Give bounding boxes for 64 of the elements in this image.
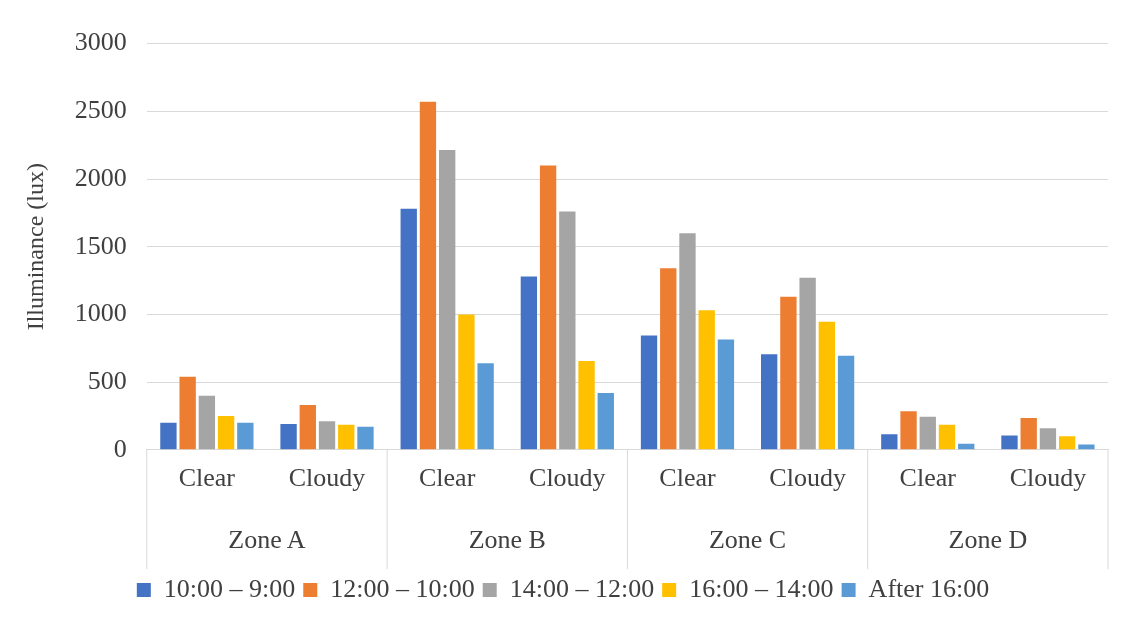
bar: [539, 165, 557, 450]
y-tick-label: 1000: [74, 298, 127, 328]
bar: [237, 422, 254, 450]
y-tick-label: 0: [113, 433, 127, 463]
y-tick-label: 2500: [74, 95, 127, 125]
bar: [559, 211, 576, 450]
bar: [938, 424, 956, 450]
x-tick-label: Clear: [419, 463, 476, 493]
bar: [761, 354, 778, 450]
y-tick-label: 1500: [74, 230, 127, 260]
bar: [919, 416, 936, 450]
bar: [439, 149, 456, 450]
x-tick-label: Clear: [659, 463, 716, 493]
y-tick-label: 3000: [74, 27, 127, 57]
bar: [679, 233, 696, 450]
text: Zone A: [228, 524, 306, 554]
bar: [1001, 435, 1018, 450]
bar: [698, 310, 715, 450]
bar: [597, 392, 614, 450]
legend-label: 16:00 – 14:00: [689, 573, 834, 603]
legend-label: 12:00 – 10:00: [330, 573, 475, 603]
x-tick-label: Cloudy: [288, 463, 366, 493]
bar: [458, 314, 475, 450]
legend-label: 10:00 – 9:00: [163, 573, 296, 603]
legend-label: 14:00 – 12:00: [509, 573, 655, 603]
text: Zone D: [948, 524, 1028, 554]
legend-label: After 16:00: [868, 573, 990, 603]
bar: [818, 321, 836, 450]
bar: [640, 335, 658, 450]
y-axis-title: Illuminance (lux): [21, 163, 48, 331]
bar: [780, 296, 797, 450]
bar: [900, 411, 917, 450]
text: Zone C: [708, 524, 787, 554]
x-tick-label: Clear: [899, 463, 957, 493]
y-tick-label: 2000: [74, 162, 127, 192]
bar: [660, 268, 677, 450]
bar: [717, 339, 735, 450]
bar: [477, 363, 494, 450]
bar: [357, 426, 374, 450]
bar: [1058, 436, 1076, 450]
bar: [338, 424, 355, 450]
bar: [179, 376, 196, 450]
bar: [419, 101, 437, 450]
bar: [160, 422, 177, 450]
bar: [578, 361, 595, 450]
bar: [799, 277, 816, 450]
x-tick-label: Cloudy: [529, 463, 606, 493]
bar: [520, 276, 538, 450]
bar: [837, 355, 855, 450]
bar: [881, 434, 898, 450]
x-tick-label: Cloudy: [1009, 463, 1087, 493]
text: Zone B: [468, 524, 546, 554]
x-tick-label: Cloudy: [769, 463, 846, 493]
x-tick-label: Clear: [178, 463, 236, 493]
bar: [217, 415, 235, 450]
bar: [1020, 417, 1037, 450]
bar: [299, 405, 316, 450]
bar: [318, 421, 336, 450]
bar: [1078, 444, 1095, 450]
bar: [280, 424, 297, 450]
bar: [400, 208, 417, 450]
bar: [198, 395, 216, 450]
y-tick-label: 500: [87, 365, 127, 395]
bar: [1039, 428, 1057, 450]
